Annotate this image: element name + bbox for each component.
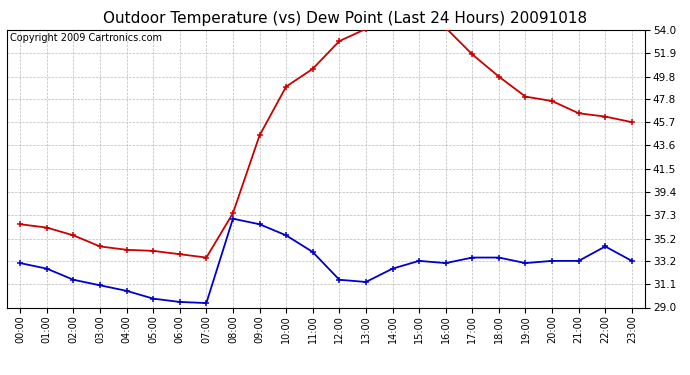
Text: Copyright 2009 Cartronics.com: Copyright 2009 Cartronics.com	[10, 33, 162, 43]
Text: Outdoor Temperature (vs) Dew Point (Last 24 Hours) 20091018: Outdoor Temperature (vs) Dew Point (Last…	[103, 11, 587, 26]
